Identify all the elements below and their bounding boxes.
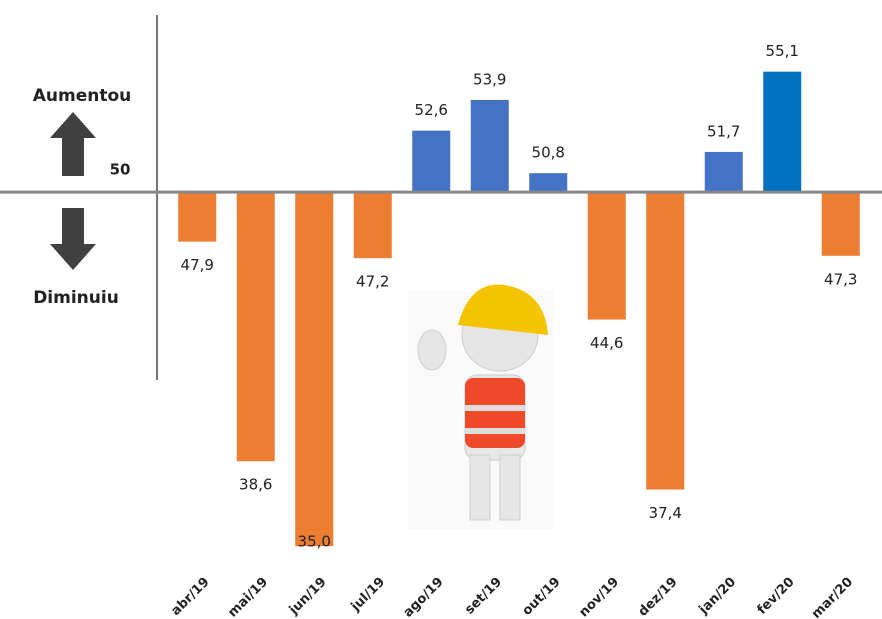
down-arrow <box>50 208 96 270</box>
bar <box>354 192 392 258</box>
data-label: 50,8 <box>532 144 565 162</box>
bar <box>588 192 626 319</box>
data-label: 47,9 <box>181 256 214 274</box>
bar <box>822 192 860 256</box>
bar <box>295 192 333 546</box>
data-label: 53,9 <box>473 70 506 88</box>
x-tick-label: mar/20 <box>809 575 856 619</box>
data-label: 44,6 <box>590 334 623 352</box>
data-label: 52,6 <box>415 101 448 119</box>
y-tick-label: 50 <box>110 161 131 179</box>
bar <box>471 100 509 192</box>
chart: Aumentou Diminuiu 50 47,9 abr/19 38,6 mai/19… <box>0 0 882 619</box>
bar <box>178 192 216 242</box>
x-tick-label: set/19 <box>462 575 505 618</box>
data-label: 47,2 <box>356 273 389 291</box>
up-arrow <box>50 112 96 176</box>
annotation: Diminuiu <box>33 288 119 308</box>
data-label: 38,6 <box>239 476 272 494</box>
bar <box>646 192 684 489</box>
bar <box>529 173 567 192</box>
bar <box>412 131 450 192</box>
x-tick-label: nov/19 <box>576 575 622 619</box>
bar <box>705 152 743 192</box>
x-tick-label: dez/19 <box>636 575 681 619</box>
data-label: 51,7 <box>707 122 740 140</box>
data-label: 55,1 <box>766 42 799 60</box>
data-label: 35,0 <box>298 533 331 551</box>
data-label: 47,3 <box>824 270 857 288</box>
data-label: 37,4 <box>649 504 682 522</box>
x-tick-label: jul/19 <box>348 575 388 615</box>
x-tick-label: out/19 <box>520 575 564 619</box>
bar <box>237 192 275 461</box>
x-tick-label: abr/19 <box>168 575 212 619</box>
x-tick-label: jan/20 <box>696 575 739 618</box>
annotation: Aumentou <box>33 86 132 106</box>
bar <box>763 72 801 192</box>
x-tick-label: ago/19 <box>401 575 447 619</box>
x-tick-label: fev/20 <box>755 575 798 618</box>
x-tick-label: mai/19 <box>225 575 271 619</box>
x-tick-label: jun/19 <box>286 575 330 619</box>
worker-figure <box>408 285 553 531</box>
